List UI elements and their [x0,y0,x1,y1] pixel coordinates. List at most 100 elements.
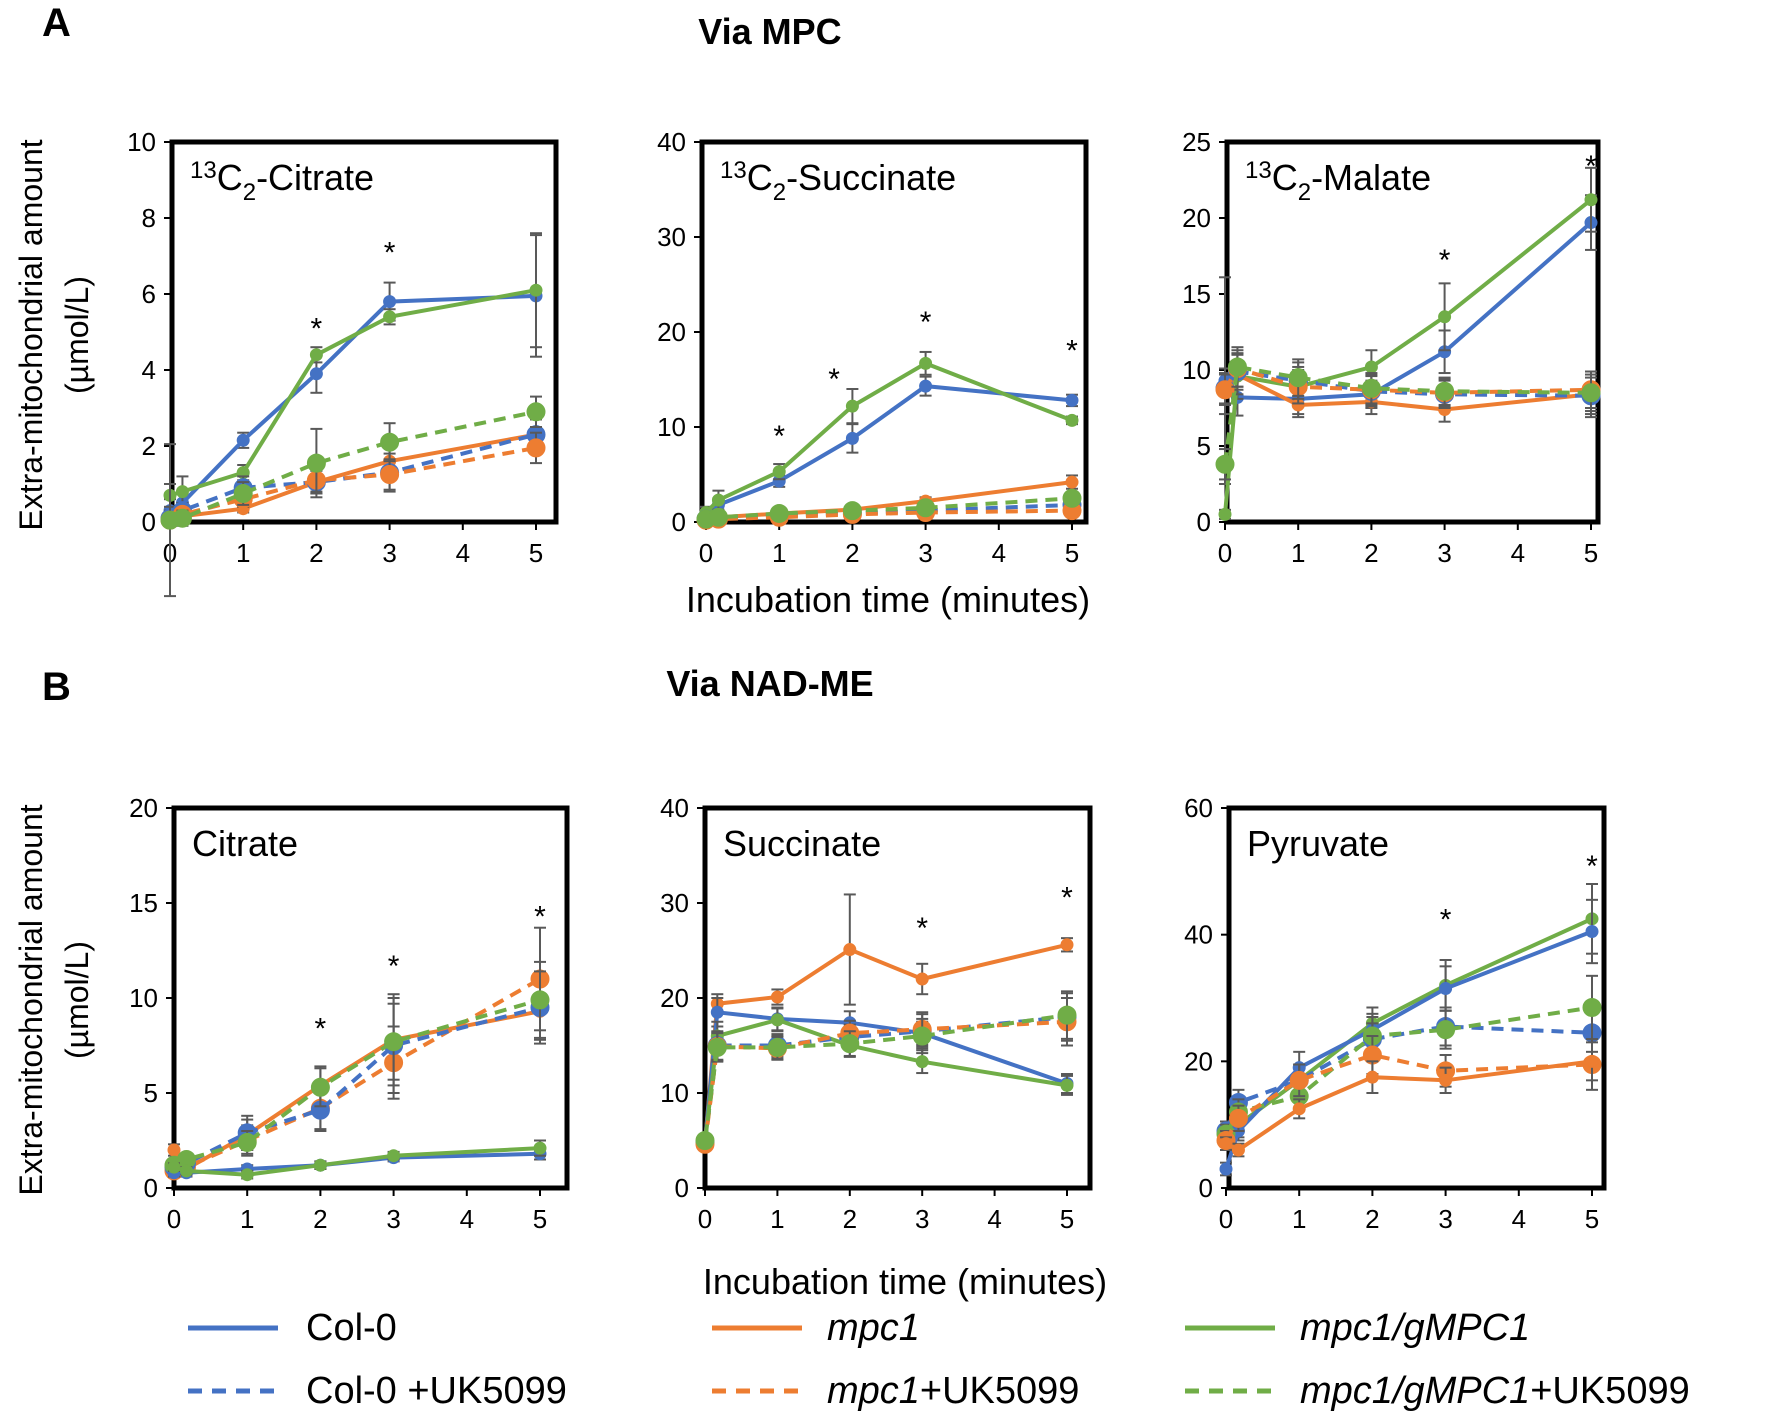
legend-label: Col-0 [306,1307,397,1349]
data-point [1585,1054,1599,1068]
title-compound: -Succinate [786,157,956,198]
series-mpc1-gmpc1 [167,1139,547,1182]
y-tick-label: 0 [1197,507,1211,537]
chart-13c2-citrate: 024681001234513C2-Citrate** [127,127,559,598]
title-superscript: 13 [720,157,747,184]
data-point [1065,413,1079,427]
x-tick-label: 4 [992,538,1006,568]
data-point [306,453,326,473]
x-tick-label: 2 [313,1204,327,1234]
series-line [1223,198,1593,515]
y-tick-label: 30 [660,888,689,918]
series-mpc1-gmpc1-uk5099 [1216,974,1602,1145]
legend-label-italic: mpc1 [827,1307,920,1349]
significance-marker: * [828,363,840,396]
panel-title: Pyruvate [1247,823,1389,864]
significance-marker: * [388,950,400,983]
series-mpc1-gmpc1-uk5099 [696,488,1082,529]
significance-marker: * [534,901,546,934]
legend-item-col-0: Col-0 [188,1307,397,1349]
data-point [1582,998,1602,1017]
legend-item-mpc1-gmpc1: mpc1/gMPC1 [1185,1307,1530,1349]
series-mpc1 [1219,1041,1599,1158]
data-point [1057,1005,1077,1025]
panel-letter-a: A [42,1,71,45]
y-tick-label: 20 [657,317,686,347]
data-point [175,485,189,499]
data-point [309,348,323,362]
series-mpc1-gmpc1 [1219,883,1599,1148]
y-tick-label: 0 [675,1173,689,1203]
panel-letter-b: B [42,665,71,709]
series-line [703,942,1068,1143]
data-point [915,972,929,986]
panel-title: Succinate [723,823,881,864]
y-tick-label: 10 [127,127,156,157]
series-line [168,432,537,520]
data-point [1585,925,1599,938]
x-tick-label: 1 [772,538,786,568]
legend-item-mpc1-gmpc1-uk5099: mpc1/gMPC1+UK5099 [1185,1370,1690,1412]
data-point [1065,475,1079,489]
data-point [1231,1143,1245,1157]
x-axis-label-b: Incubation time (minutes) [703,1261,1107,1302]
significance-marker: * [1586,850,1598,883]
x-tick-label: 2 [1364,538,1378,568]
data-point [310,1077,330,1097]
series-mpc1 [698,893,1074,1149]
data-point [1584,193,1598,207]
x-tick-label: 5 [1065,538,1079,568]
significance-marker: * [1061,882,1073,915]
data-point [1292,1102,1306,1116]
x-tick-label: 5 [1585,1204,1599,1234]
x-tick-label: 3 [918,538,932,568]
title-subscript: 2 [773,179,786,206]
significance-marker: * [920,306,932,339]
y-tick-label: 0 [142,507,156,537]
legend-item-mpc1: mpc1 [712,1307,920,1349]
significance-marker: * [1066,334,1078,367]
legend-label: mpc1/gMPC1 [1300,1307,1530,1349]
significance-marker: * [1440,904,1452,937]
series-col-0 [699,375,1079,523]
data-point [380,465,400,484]
legend-item-mpc1-uk5099: mpc1+UK5099 [712,1370,1079,1412]
data-point [240,1168,254,1182]
data-point [707,1037,727,1057]
series-line [1224,929,1593,1170]
data-point [167,1160,181,1174]
data-point [309,367,323,381]
y-tick-label: 30 [657,222,686,252]
data-point [1065,393,1079,407]
data-point [526,402,546,422]
series-line [169,288,537,498]
y-tick-label: 0 [1199,1173,1213,1203]
y-tick-label: 10 [660,1078,689,1108]
plot-frame [169,139,559,525]
x-tick-label: 1 [1291,538,1305,568]
y-tick-label: 15 [129,888,158,918]
data-point [387,1149,401,1163]
x-tick-label: 3 [386,1204,400,1234]
x-tick-label: 2 [845,538,859,568]
y-tick-label: 8 [142,203,156,233]
x-tick-label: 5 [529,538,543,568]
data-point [313,1158,327,1172]
y-tick-label: 2 [142,431,156,461]
data-point [1228,1108,1248,1128]
x-tick-label: 0 [699,538,713,568]
x-tick-label: 5 [1584,538,1598,568]
data-point [840,1034,860,1054]
data-point [172,508,192,528]
data-point [767,1037,787,1057]
data-point [845,399,859,413]
x-tick-label: 0 [698,1204,712,1234]
data-point [695,1131,715,1150]
data-point [769,503,789,523]
x-axis-label-a: Incubation time (minutes) [686,579,1090,620]
significance-marker: * [315,1013,327,1046]
data-point [1364,360,1378,374]
legend-label-plain: +UK5099 [1530,1370,1690,1412]
x-tick-label: 3 [915,1204,929,1234]
data-point [1439,1073,1453,1087]
